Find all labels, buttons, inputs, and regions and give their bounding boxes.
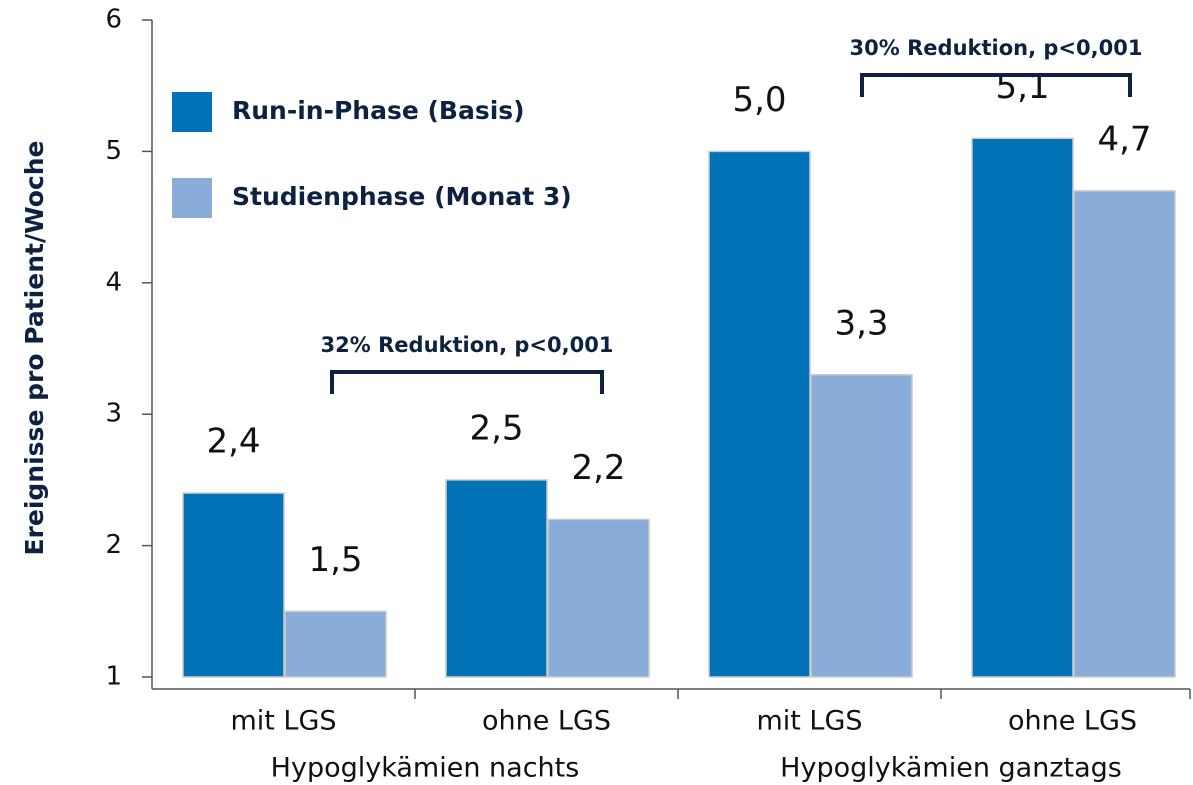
annotation: 30% Reduktion, p<0,001 xyxy=(850,36,1143,60)
value-label: 2,2 xyxy=(571,448,625,488)
value-label: 5,1 xyxy=(995,67,1049,107)
y-tick-label: 3 xyxy=(105,399,122,429)
y-tick-label: 2 xyxy=(105,530,122,560)
bracket xyxy=(860,73,1132,97)
y-tick-label: 5 xyxy=(105,136,122,166)
value-label: 2,4 xyxy=(206,422,260,462)
value-label: 2,5 xyxy=(469,408,523,448)
bar xyxy=(182,492,285,678)
bar xyxy=(708,150,811,678)
value-label: 1,5 xyxy=(308,540,362,580)
x-tick-label: ohne LGS xyxy=(482,706,611,737)
value-label: 3,3 xyxy=(834,303,888,343)
value-label: 5,0 xyxy=(732,80,786,120)
legend-swatch xyxy=(172,92,212,132)
bar xyxy=(810,374,913,678)
value-label: 4,7 xyxy=(1097,119,1151,159)
y-axis-title: Ereignisse pro Patient/Woche xyxy=(20,140,49,555)
legend-swatch xyxy=(172,178,212,218)
annotation: 32% Reduktion, p<0,001 xyxy=(321,333,614,357)
y-tick-label: 1 xyxy=(105,662,122,692)
legend-label: Run-in-Phase (Basis) xyxy=(232,96,525,125)
x-tick-label: mit LGS xyxy=(230,706,336,737)
x-tick-label: ohne LGS xyxy=(1008,706,1137,737)
y-tick-label: 4 xyxy=(105,267,122,297)
bar xyxy=(445,479,548,678)
bar xyxy=(971,137,1074,678)
y-tick-label: 6 xyxy=(105,5,122,35)
bracket xyxy=(330,370,604,394)
bar xyxy=(1073,190,1176,678)
bar xyxy=(547,518,650,678)
bar xyxy=(284,610,387,678)
group-label: Hypoglykämien ganztags xyxy=(780,753,1122,784)
x-tick-label: mit LGS xyxy=(756,706,862,737)
legend-label: Studienphase (Monat 3) xyxy=(232,182,572,211)
group-label: Hypoglykämien nachts xyxy=(271,753,580,784)
